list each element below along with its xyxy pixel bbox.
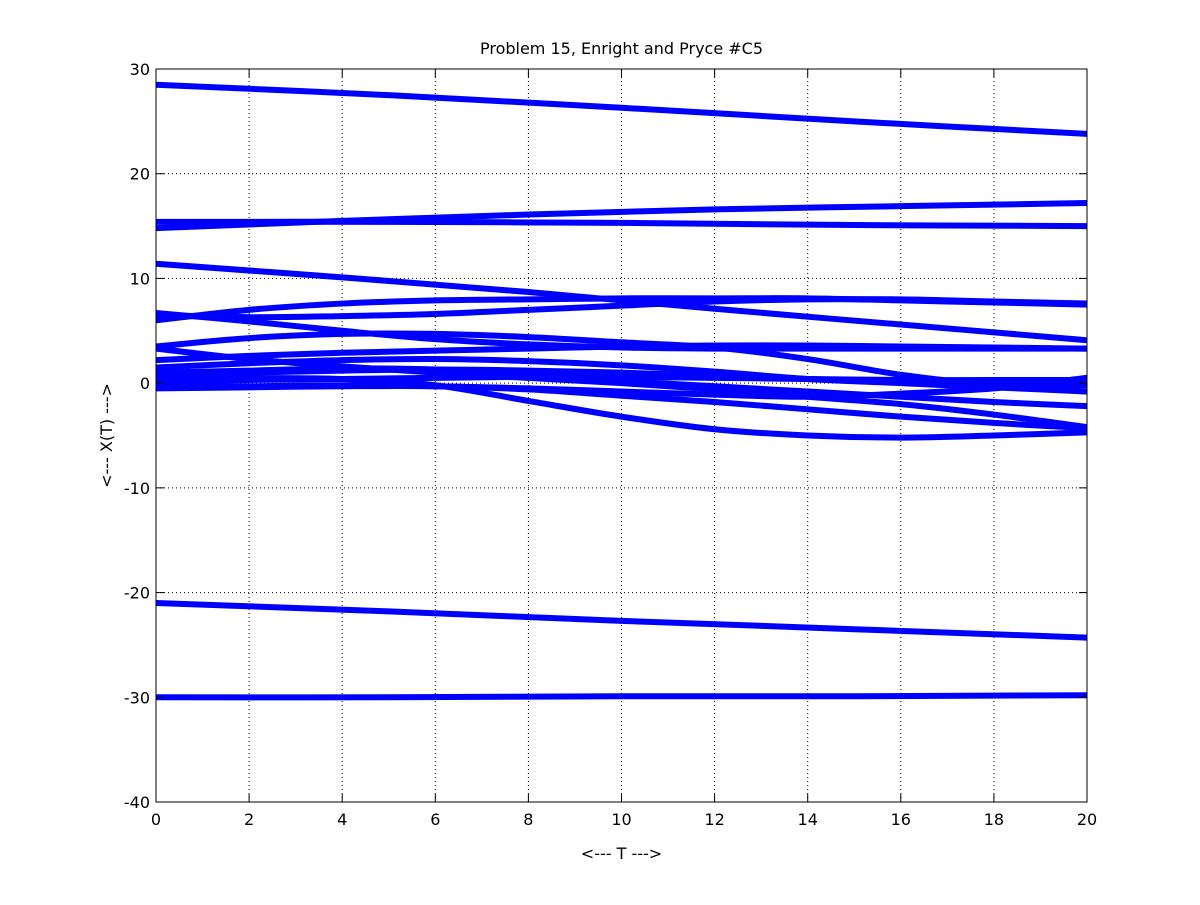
series-line-16 (155, 373, 1088, 441)
series-line-17 (155, 365, 1088, 410)
series-line-1 (155, 81, 1088, 137)
series-line-18 (155, 600, 1088, 641)
series-line-6 (155, 296, 1088, 321)
y-tick-label-1: -30 (124, 688, 150, 707)
tick-layer: 0 2 4 6 8 10 12 14 16 18 20 -40 -30 -20 -10 0 10 20 30 (124, 60, 1097, 829)
x-tick-label-9: 18 (984, 810, 1004, 829)
x-tick-label-5: 10 (611, 810, 631, 829)
x-axis-label: <--- T ---> (581, 844, 662, 863)
series-line-3 (155, 218, 1088, 230)
y-tick-label-5: 10 (130, 269, 150, 288)
y-tick-label-6: 20 (130, 165, 150, 184)
series-line-15 (155, 383, 1088, 432)
y-tick-label-0: -40 (124, 793, 150, 812)
x-tick-label-7: 14 (798, 810, 818, 829)
series-layer (155, 81, 1088, 701)
x-tick-label-10: 20 (1077, 810, 1097, 829)
x-tick-label-2: 4 (337, 810, 347, 829)
y-tick-label-2: -20 (124, 584, 150, 603)
chart-title: Problem 15, Enright and Pryce #C5 (480, 39, 763, 58)
x-tick-label-0: 0 (151, 810, 161, 829)
y-tick-label-4: 0 (140, 374, 150, 393)
x-tick-label-8: 16 (891, 810, 911, 829)
y-axis-label: <--- X(T) ---> (97, 383, 116, 488)
x-tick-label-6: 12 (704, 810, 724, 829)
x-tick-label-3: 6 (430, 810, 440, 829)
x-tick-label-1: 2 (244, 810, 254, 829)
x-tick-label-4: 8 (523, 810, 533, 829)
y-tick-label-7: 30 (130, 60, 150, 79)
y-tick-label-3: -10 (124, 479, 150, 498)
series-line-19 (155, 692, 1088, 701)
series-line-10 (155, 342, 1088, 364)
